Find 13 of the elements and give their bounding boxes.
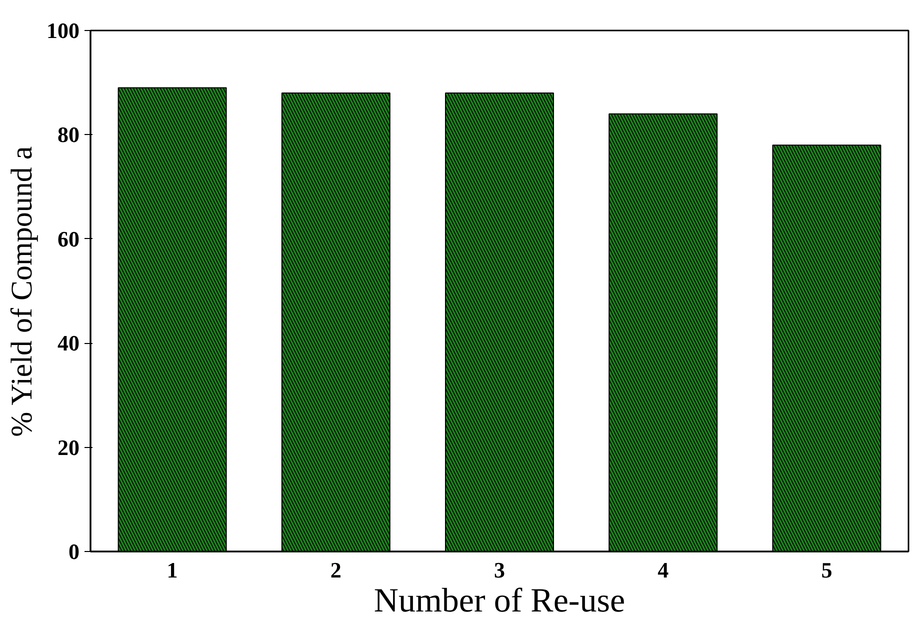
x-axis-title: Number of Re-use <box>374 582 626 620</box>
y-tick-label: 100 <box>46 18 80 43</box>
y-tick-label: 20 <box>58 434 80 460</box>
y-tick-label: 60 <box>58 226 80 252</box>
x-tick-label: 4 <box>658 558 669 582</box>
x-tick-label: 2 <box>330 558 342 582</box>
y-tick-label: 0 <box>68 539 80 564</box>
y-tick-label: 80 <box>58 122 80 148</box>
y-axis-title: % Yield of Compound a <box>6 146 38 437</box>
x-tick-label: 5 <box>821 558 832 582</box>
x-tick-label: 3 <box>494 558 505 582</box>
y-tick-label: 40 <box>58 330 80 356</box>
x-tick-label: 1 <box>166 558 178 582</box>
